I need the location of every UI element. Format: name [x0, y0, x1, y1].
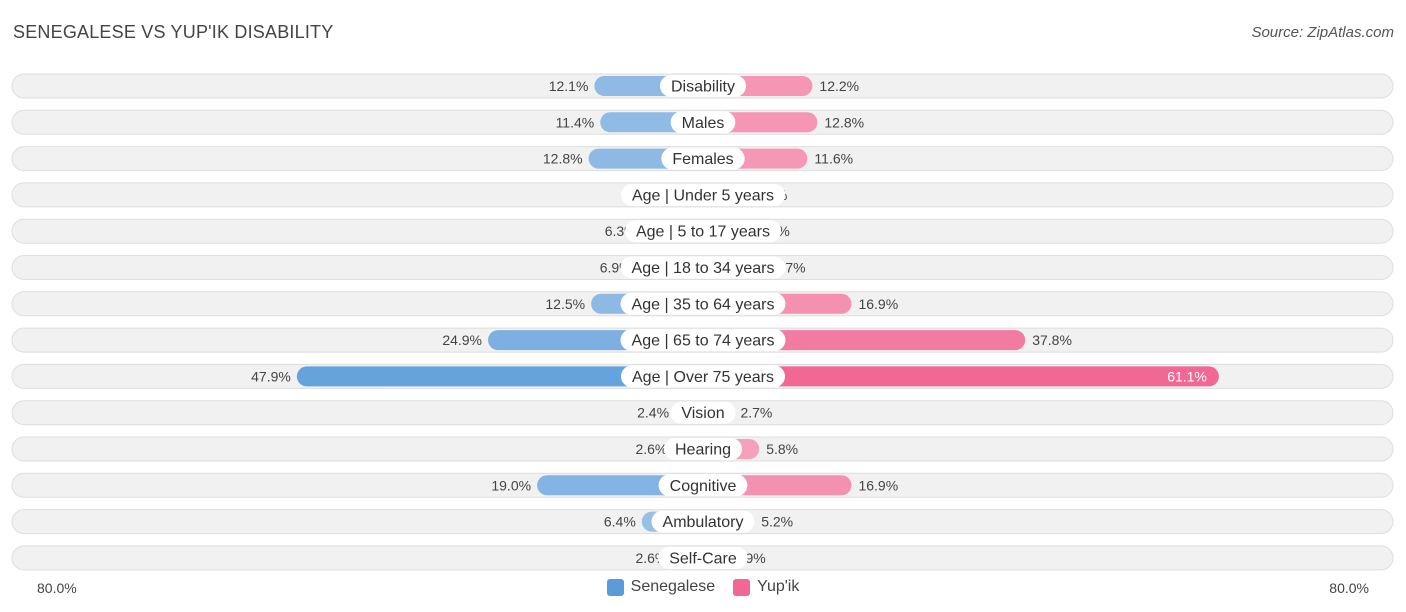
bar-yupik	[703, 366, 1219, 387]
table-row: 6.9% 6.7%Age | 18 to 34 years	[11, 255, 1394, 280]
category-label: Age | Under 5 years	[632, 187, 774, 204]
value-label-senegalese: 12.8%	[543, 151, 583, 167]
category-pill	[651, 510, 755, 533]
table-row: 2.6% 5.8% Hearing	[11, 436, 1394, 462]
value-label-yupik: 16.9%	[858, 477, 898, 493]
value-label-yupik: 5.8%	[766, 441, 798, 457]
category-label: Self-Care	[669, 550, 737, 567]
chart-title: SENEGALESE VS YUP'IK DISABILITY	[13, 22, 334, 42]
category-pill	[663, 438, 743, 460]
category-pill	[620, 183, 786, 206]
category-pill	[624, 220, 782, 243]
axis-left-label: 80.0%	[37, 580, 77, 596]
category-label: Disability	[671, 79, 735, 96]
bar-senegalese	[296, 366, 703, 387]
value-label-senegalese: 11.4%	[556, 114, 595, 130]
category-label: Females	[672, 151, 733, 168]
chart-canvas: 12.1% 12.2% Disability 11.4% 12.8% Males 12.8%…	[11, 73, 1394, 571]
table-row: 6.4% 5.2% Ambulatory	[11, 509, 1394, 535]
legend-swatch-senegalese	[606, 578, 624, 596]
category-pill	[620, 292, 786, 315]
category-label: Males	[682, 115, 725, 132]
table-row: 19.0% 16.9% Cognitive	[11, 472, 1394, 498]
source-label: Source: ZipAtlas.com	[1251, 24, 1394, 41]
value-label-senegalese: 24.9%	[442, 332, 482, 348]
value-label-senegalese: 6.4%	[604, 514, 636, 530]
table-row: 47.9% 61.1% Age | Over 75 years	[11, 363, 1394, 389]
value-label-yupik: 5.2%	[761, 514, 793, 530]
value-label-yupik: 12.2%	[819, 78, 859, 94]
category-pill	[620, 256, 786, 279]
category-pill	[670, 401, 736, 424]
value-label-senegalese: 47.9%	[251, 368, 291, 384]
value-label-yupik: 61.1%	[1167, 368, 1207, 384]
table-row: 11.4% 12.8% Males	[11, 109, 1394, 135]
category-label: Hearing	[675, 442, 731, 459]
table-row: 12.5% 16.9% Age | 35 to 64 years	[11, 291, 1394, 317]
legend-swatch-yupik	[733, 578, 751, 596]
table-row: 24.9% 37.8% Age | 65 to 74 years	[11, 327, 1394, 353]
value-label-yupik: 12.8%	[824, 114, 864, 130]
value-label-yupik: 37.8%	[1032, 332, 1072, 348]
value-label-senegalese: 19.0%	[491, 477, 531, 493]
category-label: Age | 18 to 34 years	[632, 260, 775, 277]
value-label-senegalese: 2.4%	[637, 405, 669, 421]
value-label-senegalese: 2.6%	[635, 441, 667, 457]
legend-label-senegalese: Senegalese	[630, 578, 716, 595]
category-label: Ambulatory	[663, 514, 744, 531]
legend-item-senegalese: Senegalese	[606, 578, 716, 596]
table-row: 2.4% 2.7% Vision	[11, 400, 1394, 426]
value-label-yupik: 11.6%	[814, 151, 853, 167]
category-pill	[670, 111, 736, 134]
legend-item-yupik: Yup'ik	[733, 578, 799, 596]
axis-right-label: 80.0%	[1329, 580, 1369, 596]
category-pill	[658, 546, 748, 569]
category-pill	[620, 329, 786, 352]
value-label-senegalese: 12.1%	[549, 78, 589, 94]
category-label: Age | Over 75 years	[632, 369, 774, 386]
category-pill	[658, 474, 748, 497]
legend-label-yupik: Yup'ik	[757, 578, 800, 595]
category-label: Age | 35 to 64 years	[632, 296, 775, 313]
table-row: 6.3%4.8%Age | 5 to 17 years	[11, 218, 1394, 244]
legend: Senegalese Yup'ik	[0, 578, 1406, 596]
table-row: 2.6% 1.9%Self-Care	[11, 545, 1394, 571]
category-label: Vision	[681, 405, 724, 422]
category-label: Cognitive	[670, 478, 737, 495]
table-row: 12.8% 11.6% Females	[11, 146, 1394, 172]
table-row: 1.2%4.5%Age | Under 5 years	[11, 182, 1394, 208]
category-pill	[661, 147, 745, 170]
category-label: Age | 5 to 17 years	[636, 224, 770, 241]
value-label-yupik: 2.7%	[740, 405, 772, 421]
category-pill	[659, 75, 747, 97]
value-label-senegalese: 12.5%	[545, 296, 585, 312]
category-label: Age | 65 to 74 years	[632, 333, 775, 350]
category-pill	[621, 365, 785, 388]
table-row: 12.1% 12.2% Disability	[11, 73, 1394, 99]
value-label-yupik: 16.9%	[858, 296, 898, 312]
